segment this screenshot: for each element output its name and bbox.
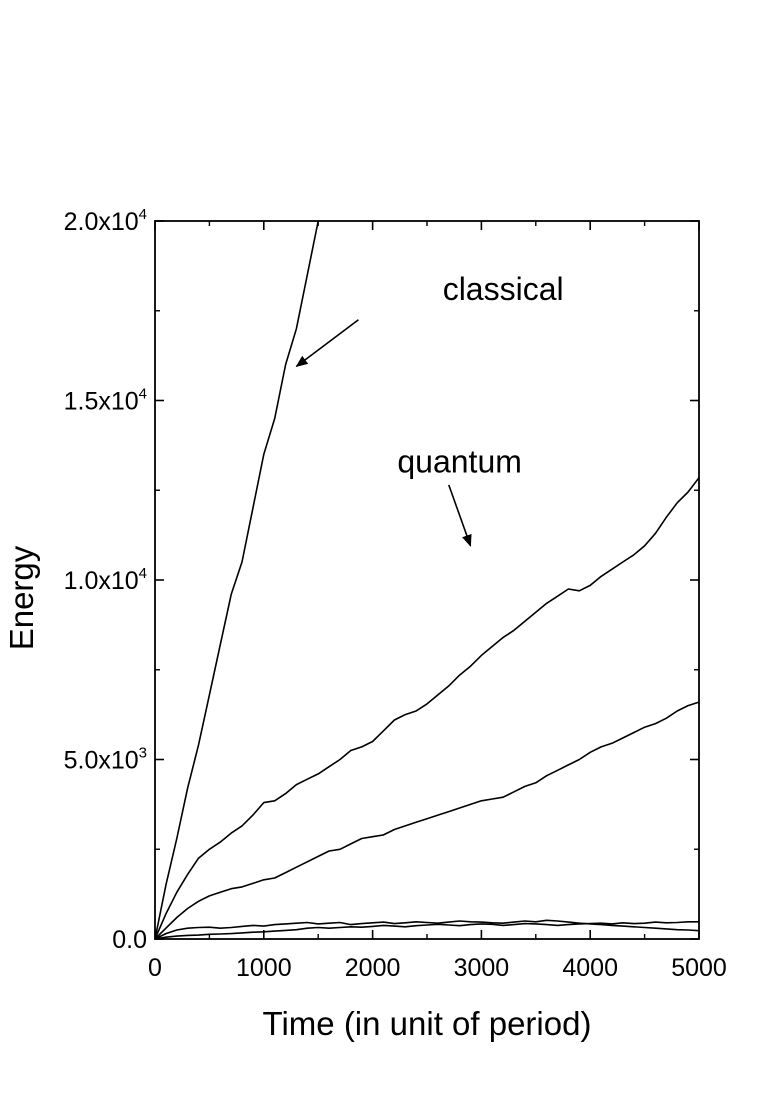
y-tick-label: 1.5x104	[64, 386, 147, 416]
annotation-label-2: quantum	[397, 443, 522, 479]
series-line-1	[154, 220, 319, 940]
x-tick-label: 0	[148, 954, 162, 982]
y-tick-label: 2.0x104	[64, 206, 147, 236]
annotation-arrow-2	[448, 484, 472, 547]
annotation-label-1: classical	[443, 271, 564, 307]
y-axis-label: Energy	[3, 545, 40, 650]
x-tick-labels: 0 1000 2000 3000 4000 5000	[148, 954, 727, 982]
series-line-2	[154, 477, 700, 940]
x-tick-label: 5000	[671, 954, 727, 982]
annotations: classical quantum	[295, 271, 564, 547]
series-line-4	[154, 919, 700, 940]
annotation-arrow-1	[295, 319, 359, 368]
series-group	[154, 220, 700, 940]
x-tick-label: 3000	[454, 954, 510, 982]
series-line-5	[154, 920, 699, 940]
y-tick-labels: 0.0 5.0x103 1.0x104 1.5x104 2.0x104	[64, 206, 147, 954]
x-tick-label: 2000	[345, 954, 401, 982]
series-line-3	[154, 701, 700, 940]
plot-frame	[154, 220, 700, 940]
y-tick-label: 1.0x104	[64, 565, 147, 595]
y-tick-label: 0.0	[112, 926, 147, 954]
x-tick-label: 4000	[562, 954, 618, 982]
y-tick-label: 5.0x103	[64, 745, 147, 775]
x-axis-label: Time (in unit of period)	[263, 1005, 592, 1042]
x-tick-label: 1000	[236, 954, 292, 982]
